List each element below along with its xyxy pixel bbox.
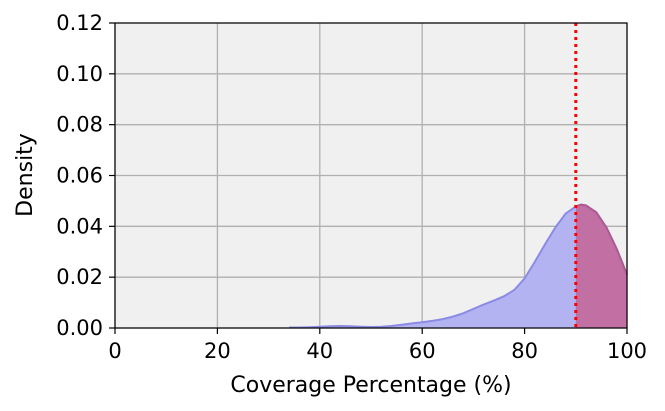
density-areas (289, 203, 628, 329)
y-axis-label: Density (13, 133, 38, 217)
y-tick-label: 0.12 (56, 11, 103, 35)
x-tick-label: 0 (108, 339, 121, 363)
x-tick-label: 20 (204, 339, 231, 363)
y-tick-labels: 0.00 0.02 0.04 0.06 0.08 0.10 0.12 (56, 11, 103, 340)
y-tick-label: 0.06 (56, 164, 103, 188)
y-tick-label: 0.00 (56, 316, 103, 340)
density-area-fill (289, 204, 627, 328)
y-tick-label: 0.08 (56, 113, 103, 137)
y-tick-label: 0.02 (56, 265, 103, 289)
highlight-curve (575, 203, 628, 275)
x-tick-label: 60 (409, 339, 436, 363)
x-tick-label: 100 (607, 339, 647, 363)
x-axis-label: Coverage Percentage (%) (230, 373, 511, 398)
highlight-area-fill (575, 204, 627, 328)
y-tick-label: 0.04 (56, 214, 103, 238)
tick-marks (109, 22, 628, 334)
x-tick-labels: 0 20 40 60 80 100 (108, 339, 647, 363)
x-tick-label: 80 (511, 339, 538, 363)
y-tick-label: 0.10 (56, 62, 103, 86)
x-tick-label: 40 (306, 339, 333, 363)
